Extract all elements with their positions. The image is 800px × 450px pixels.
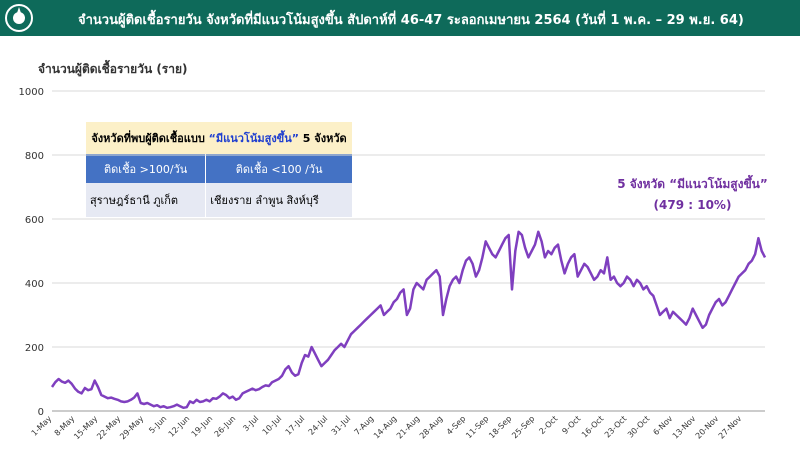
x-tick-label: 21-Aug xyxy=(395,414,422,441)
x-tick-label: 24-Jul xyxy=(307,414,330,437)
x-tick-label: 5-Jun xyxy=(147,414,168,435)
reference-cell-under-100: เชียงราย ลำพูน สิงห์บุรี xyxy=(205,183,352,217)
x-tick-label: 15-May xyxy=(72,414,99,441)
x-tick-label: 16-Oct xyxy=(580,414,606,440)
x-tick-label: 23-Oct xyxy=(603,414,629,440)
reference-header-over-100: ติดเชื้อ >100/วัน xyxy=(86,154,206,183)
x-tick-label: 28-Aug xyxy=(418,414,445,441)
y-tick-label: 0 xyxy=(38,407,44,418)
reference-header-under-100: ติดเชื้อ <100 /วัน xyxy=(205,154,352,183)
x-tick-label: 14-Aug xyxy=(372,414,399,441)
x-tick-label: 13-Nov xyxy=(671,414,698,441)
x-tick-label: 19-Jun xyxy=(190,414,215,439)
ministry-logo-icon xyxy=(5,4,33,32)
series-line-daily-cases xyxy=(50,230,767,410)
y-axis-label: จำนวนผู้ติดเชื้อรายวัน (ราย) xyxy=(38,62,188,76)
x-tick-label: 17-Jul xyxy=(284,414,307,437)
x-tick-label: 30-Oct xyxy=(626,414,652,440)
x-tick-label: 10-Jul xyxy=(261,414,284,437)
x-tick-label: 20-Nov xyxy=(694,414,721,441)
reference-title-suffix: 5 จังหวัด xyxy=(298,132,347,145)
x-tick-label: 31-Jul xyxy=(330,414,353,437)
x-tick-label: 11-Sep xyxy=(464,414,490,440)
x-tick-label: 12-Jun xyxy=(167,414,192,439)
x-tick-label: 18-Sep xyxy=(487,414,513,440)
x-tick-label: 2-Oct xyxy=(537,414,559,436)
x-tick-label: 25-Sep xyxy=(510,414,536,440)
province-reference-table: จังหวัดที่พบผู้ติดเชื้อแบบ “มีแนวโน้มสูง… xyxy=(86,122,352,217)
y-tick-label: 200 xyxy=(25,343,44,354)
header-bar: จำนวนผู้ติดเชื้อรายวัน จังหวัดที่มีแนวโน… xyxy=(0,0,800,36)
y-tick-label: 600 xyxy=(25,215,44,226)
reference-title-prefix: จังหวัดที่พบผู้ติดเชื้อแบบ xyxy=(91,132,209,145)
reference-table-title: จังหวัดที่พบผู้ติดเชื้อแบบ “มีแนวโน้มสูง… xyxy=(86,122,352,154)
x-tick-label: 29-May xyxy=(118,414,145,441)
page-title: จำนวนผู้ติดเชื้อรายวัน จังหวัดที่มีแนวโน… xyxy=(78,13,744,28)
trend-annotation-title: 5 จังหวัด “มีแนวโน้มสูงขึ้น” xyxy=(617,177,768,191)
reference-title-highlight: “มีแนวโน้มสูงขึ้น” xyxy=(208,132,299,145)
y-tick-label: 1000 xyxy=(19,87,44,98)
y-tick-label: 800 xyxy=(25,151,44,162)
x-tick-label: 27-Nov xyxy=(717,414,744,441)
x-tick-label: 22-May xyxy=(95,414,122,441)
trend-annotation-value: (479 : 10%) xyxy=(653,198,732,212)
reference-cell-over-100: สุราษฎร์ธานี ภูเก็ต xyxy=(86,183,206,217)
x-tick-label: 3-Jul xyxy=(241,414,260,433)
x-tick-label: 26-Jun xyxy=(213,414,238,439)
y-tick-label: 400 xyxy=(25,279,44,290)
